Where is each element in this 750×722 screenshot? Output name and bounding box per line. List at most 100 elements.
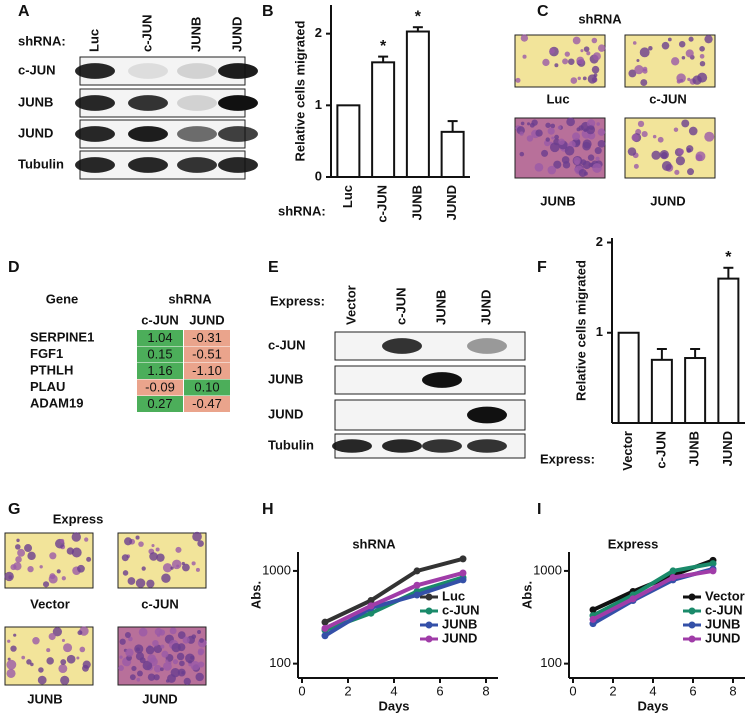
cell [84, 537, 89, 542]
point [321, 624, 329, 632]
cell [10, 564, 17, 571]
lane-label: c-JUN [139, 14, 154, 52]
image-label: JUNB [540, 193, 575, 208]
cell [32, 636, 40, 645]
legend-label: JUND [705, 630, 740, 645]
cell [162, 563, 173, 573]
point [669, 567, 677, 575]
cell [677, 148, 684, 155]
table-value: 1.16 [147, 363, 172, 378]
cell [597, 139, 606, 148]
cell [651, 150, 661, 160]
cell [197, 649, 204, 656]
x-tick-label: 6 [689, 683, 696, 698]
x-tick-label: JUND [444, 185, 459, 220]
cell [149, 552, 158, 561]
cell [520, 34, 529, 42]
cell [699, 54, 705, 59]
blot-band [467, 439, 507, 453]
cell [582, 160, 592, 170]
cell [15, 556, 22, 563]
cell [685, 49, 694, 58]
cell [125, 648, 134, 657]
cell [596, 122, 600, 126]
row-label: JUNB [18, 94, 53, 109]
cell [49, 552, 57, 560]
cell [558, 138, 565, 145]
legend-label: c-JUN [705, 602, 743, 617]
cell [704, 34, 713, 44]
cell [628, 69, 637, 78]
cell [554, 134, 559, 140]
table-value: -0.31 [192, 330, 222, 345]
legend-marker [425, 621, 433, 629]
cell [153, 674, 160, 681]
cell [564, 146, 575, 156]
x-tick-label: JUNB [687, 431, 702, 466]
table-cell [137, 396, 183, 412]
cell [652, 134, 657, 139]
cell [170, 566, 174, 570]
table-cell [137, 363, 183, 379]
lane-label: Luc [86, 29, 101, 52]
cell [7, 639, 11, 643]
cell [542, 58, 550, 67]
cell [587, 154, 595, 161]
cell [687, 168, 695, 176]
cell [119, 638, 126, 645]
cell [564, 51, 570, 57]
cell [165, 659, 169, 663]
cell [661, 161, 672, 171]
row-label: c-JUN [18, 62, 56, 77]
cell [179, 660, 185, 667]
cell [632, 41, 637, 45]
y-tick-label: 100 [269, 655, 291, 670]
cell [137, 670, 143, 677]
cell [576, 127, 581, 132]
legend-label: JUND [442, 630, 477, 645]
cell [640, 79, 648, 87]
table-cell [137, 330, 183, 346]
cell [570, 77, 578, 84]
cell [549, 48, 555, 54]
panel-label: B [262, 3, 274, 20]
legend-marker [425, 635, 433, 643]
cell [197, 630, 201, 634]
annotation: * [725, 249, 732, 266]
y-axis-label: Relative cells migrated [292, 20, 307, 161]
y-tick-label: 0 [315, 168, 322, 183]
x-tick-label: 0 [569, 683, 576, 698]
cell [177, 631, 186, 639]
cell [587, 74, 597, 84]
blot-band [467, 406, 507, 424]
cell [48, 574, 58, 584]
cell [633, 163, 639, 169]
cell [688, 126, 698, 136]
cell [16, 538, 20, 543]
cell [678, 40, 686, 48]
series-line [324, 571, 464, 631]
cell [39, 565, 43, 569]
cell [153, 664, 162, 673]
cell [588, 162, 593, 168]
panel-label: F [537, 259, 547, 276]
cell [686, 145, 694, 153]
cell [38, 667, 44, 673]
cell [176, 652, 185, 661]
cell [135, 578, 146, 588]
blot-band [128, 157, 168, 173]
lane-label: JUND [478, 290, 493, 325]
x-tick-label: 4 [390, 683, 397, 698]
cell [199, 638, 204, 643]
blot-band [218, 157, 258, 173]
cell [172, 659, 179, 665]
legend-label: Luc [442, 588, 465, 603]
cell [147, 673, 156, 681]
panel-label: C [537, 3, 549, 20]
image-label: Vector [30, 596, 70, 611]
table-value: -1.10 [192, 363, 222, 378]
cell [551, 136, 555, 140]
cell [159, 667, 164, 672]
table-cell [184, 346, 230, 363]
blot-band [422, 372, 462, 388]
